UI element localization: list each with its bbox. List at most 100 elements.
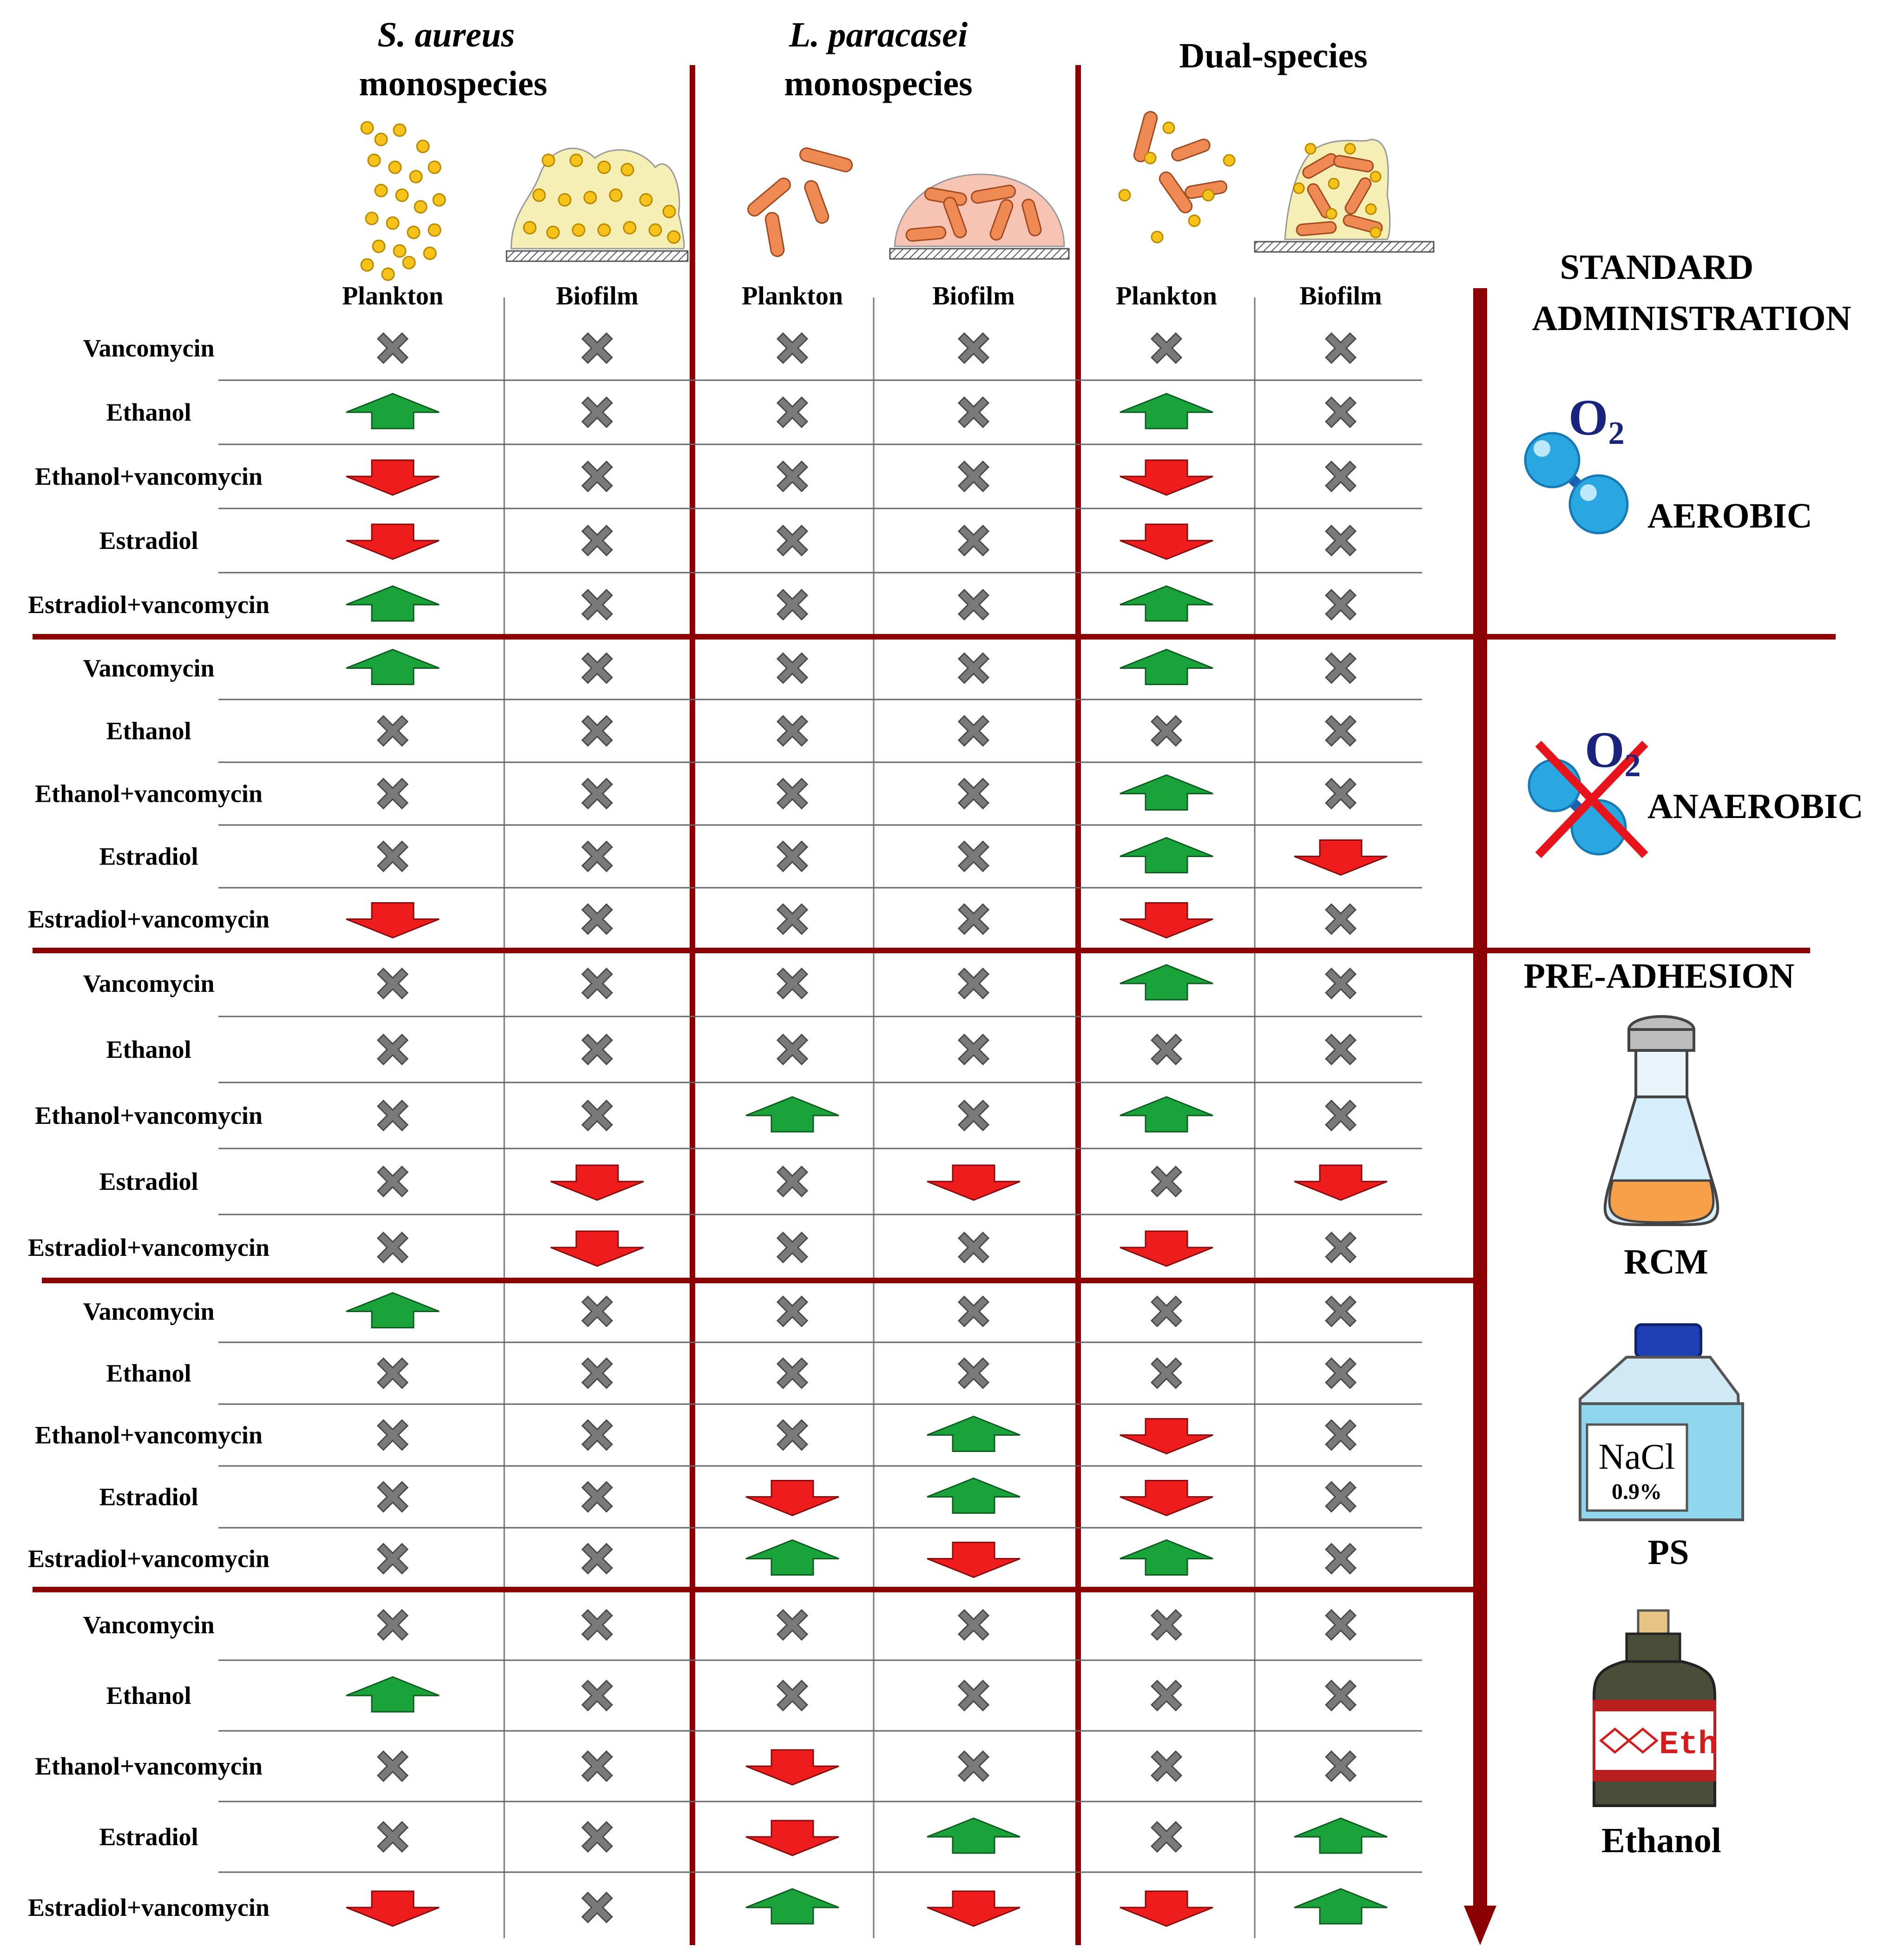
x-mark-icon	[581, 1033, 613, 1066]
timeline-arrow-head	[1464, 1906, 1496, 1945]
table-row: Estradiol	[99, 837, 1422, 889]
x-mark-icon	[957, 332, 990, 364]
group-2-type: monospecies	[784, 64, 972, 103]
x-mark-icon	[581, 1419, 613, 1451]
x-mark-icon	[1324, 903, 1357, 935]
row-label: Vancomycin	[83, 334, 214, 362]
x-mark-icon	[957, 778, 990, 810]
anaerobic-label: ANAEROBIC	[1647, 787, 1864, 826]
x-mark-icon	[1324, 1099, 1357, 1132]
table-row: Ethanol	[106, 1357, 1422, 1405]
x-mark-icon	[376, 967, 409, 1000]
standard-title-line2: ADMINISTRATION	[1532, 299, 1851, 338]
o2-label-anaerobic: O2	[1585, 721, 1641, 784]
x-mark-icon	[376, 1165, 409, 1198]
x-mark-icon	[1324, 1679, 1357, 1712]
down-arrow-icon	[927, 1542, 1021, 1578]
nacl-text: NaCl	[1599, 1436, 1675, 1477]
x-mark-icon	[1324, 460, 1357, 493]
table-row: Estradiol+vancomycin	[28, 1230, 1357, 1267]
table-row: Ethanol+vancomycin	[35, 774, 1422, 826]
table-gridlines	[33, 65, 1836, 1945]
standard-title-line1: STANDARD	[1560, 248, 1754, 287]
up-arrow-icon	[927, 1415, 1021, 1452]
down-arrow-icon	[1120, 902, 1213, 939]
down-arrow-icon	[346, 523, 440, 560]
row-label: Ethanol+vancomycin	[35, 1102, 263, 1129]
x-mark-icon	[1324, 1750, 1357, 1782]
x-mark-icon	[957, 524, 990, 557]
subcolumn-headers: Plankton Biofilm Plankton Biofilm Plankton Bi…	[342, 282, 1382, 310]
x-mark-icon	[581, 1750, 613, 1782]
nacl-concentration-text: 0.9%	[1612, 1479, 1662, 1504]
up-arrow-icon	[1120, 1539, 1213, 1576]
x-mark-icon	[776, 1419, 809, 1451]
up-arrow-icon	[1120, 774, 1213, 811]
row-label: Ethanol+vancomycin	[35, 1421, 263, 1449]
down-arrow-icon	[1120, 1230, 1213, 1267]
x-mark-icon	[376, 1033, 409, 1066]
x-mark-icon	[581, 332, 613, 364]
x-mark-icon	[581, 1543, 613, 1575]
pre-adhesion-title: PRE-ADHESION	[1524, 957, 1795, 996]
x-mark-icon	[581, 460, 613, 493]
row-label: Vancomycin	[83, 654, 214, 682]
down-arrow-icon	[1294, 839, 1388, 876]
subcolumn-header: Plankton	[742, 282, 843, 310]
row-label: Vancomycin	[83, 1298, 214, 1326]
x-mark-icon	[957, 903, 990, 935]
x-mark-icon	[776, 1357, 809, 1389]
x-mark-icon	[957, 1679, 990, 1712]
x-mark-icon	[776, 1033, 809, 1066]
x-mark-icon	[957, 652, 990, 684]
x-mark-icon	[376, 1357, 409, 1389]
x-mark-icon	[581, 1357, 613, 1389]
table-row: Estradiol	[99, 1164, 1422, 1215]
up-arrow-icon	[1294, 1888, 1388, 1925]
down-arrow-icon	[346, 1890, 440, 1927]
up-arrow-icon	[346, 1676, 440, 1713]
x-mark-icon	[581, 1891, 613, 1924]
subcolumn-header: Biofilm	[1299, 282, 1382, 310]
no-oxygen-icon	[1528, 740, 1648, 858]
x-mark-icon	[581, 1679, 613, 1712]
x-mark-icon	[957, 1609, 990, 1641]
x-mark-icon	[376, 1231, 409, 1264]
x-mark-icon	[581, 1295, 613, 1327]
down-arrow-icon	[745, 1820, 839, 1856]
row-label: Ethanol+vancomycin	[35, 462, 263, 490]
row-label: Estradiol+vancomycin	[28, 1234, 270, 1261]
x-mark-icon	[957, 1295, 990, 1327]
table-row: Ethanol+vancomycin	[35, 459, 1422, 509]
down-arrow-icon	[550, 1230, 644, 1267]
up-arrow-icon	[927, 1817, 1021, 1854]
table-row: Estradiol+vancomycin	[28, 585, 1357, 622]
x-mark-icon	[1150, 1679, 1183, 1712]
table-body: Vancomycin Ethanol Ethanol+vancomycin Estra…	[28, 332, 1422, 1927]
x-mark-icon	[1324, 524, 1357, 557]
down-arrow-icon	[1294, 1164, 1388, 1201]
row-label: Ethanol	[106, 1682, 191, 1709]
table-row: Estradiol	[99, 1817, 1422, 1873]
x-mark-icon	[957, 1099, 990, 1132]
x-mark-icon	[776, 1609, 809, 1641]
x-mark-icon	[957, 967, 990, 1000]
up-arrow-icon	[1120, 393, 1213, 429]
subcolumn-header: Biofilm	[932, 282, 1014, 310]
x-mark-icon	[957, 715, 990, 747]
row-label: Vancomycin	[83, 970, 214, 997]
up-arrow-icon	[346, 585, 440, 622]
down-arrow-icon	[1120, 1418, 1213, 1455]
x-mark-icon	[1324, 332, 1357, 364]
table-row: Estradiol+vancomycin	[28, 1888, 1388, 1927]
x-mark-icon	[581, 396, 613, 429]
table-row: Ethanol+vancomycin	[35, 1749, 1422, 1802]
x-mark-icon	[1150, 1609, 1183, 1641]
x-mark-icon	[376, 1543, 409, 1575]
l-paracasei-plankton-icon	[747, 147, 853, 257]
x-mark-icon	[1324, 1481, 1357, 1513]
table-row: Estradiol+vancomycin	[28, 902, 1357, 939]
group-1-type: monospecies	[359, 64, 547, 103]
x-mark-icon	[1324, 1295, 1357, 1327]
